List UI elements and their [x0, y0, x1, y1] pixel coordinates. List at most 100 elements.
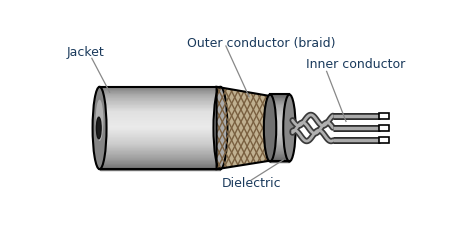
Bar	[270, 146, 290, 147]
Bar	[100, 125, 220, 126]
Bar	[100, 117, 220, 118]
Bar	[270, 138, 290, 139]
Bar	[270, 118, 290, 120]
Bar	[270, 101, 290, 102]
Ellipse shape	[96, 117, 101, 139]
Bar	[100, 155, 220, 156]
Bar	[100, 157, 220, 158]
Bar	[100, 103, 220, 104]
Ellipse shape	[213, 87, 228, 169]
Bar	[100, 106, 220, 107]
Bar	[100, 150, 220, 151]
Bar	[270, 125, 290, 126]
Bar	[270, 99, 290, 100]
Polygon shape	[217, 87, 275, 169]
Bar	[100, 122, 220, 123]
Bar	[100, 152, 220, 153]
Bar	[270, 105, 290, 106]
Ellipse shape	[92, 87, 107, 169]
Bar	[100, 102, 220, 103]
Bar	[100, 115, 220, 116]
Bar	[270, 100, 290, 101]
Bar	[270, 158, 290, 159]
Bar	[270, 102, 290, 103]
Bar	[100, 110, 220, 111]
Bar	[270, 118, 290, 119]
Bar	[100, 151, 220, 152]
Bar	[100, 99, 220, 100]
Bar	[270, 115, 290, 116]
Bar	[100, 164, 220, 165]
Bar	[100, 100, 220, 101]
Bar	[100, 97, 220, 98]
Ellipse shape	[96, 100, 103, 141]
Bar	[100, 90, 220, 91]
Bar	[100, 101, 220, 103]
Bar	[100, 107, 220, 108]
Bar	[100, 160, 220, 161]
Bar	[270, 105, 290, 106]
Bar	[100, 138, 220, 140]
Bar	[100, 133, 220, 134]
Bar	[100, 158, 220, 159]
Bar	[100, 165, 220, 166]
Bar	[100, 126, 220, 127]
Bar	[270, 149, 290, 150]
Bar	[100, 95, 220, 96]
Bar	[100, 104, 220, 105]
Bar	[100, 147, 220, 148]
Bar	[270, 124, 290, 125]
Bar	[270, 144, 290, 146]
Bar	[100, 87, 220, 88]
Bar	[100, 165, 220, 166]
Bar	[270, 98, 290, 99]
Bar	[100, 136, 220, 137]
Bar	[270, 123, 290, 124]
Bar	[270, 150, 290, 151]
Bar	[270, 142, 290, 143]
Bar	[100, 144, 220, 146]
Bar	[270, 157, 290, 158]
Bar	[100, 123, 220, 124]
Bar	[270, 104, 290, 105]
Bar	[270, 131, 290, 132]
Bar	[270, 128, 290, 129]
Bar	[100, 114, 220, 116]
Bar	[100, 154, 220, 155]
Bar	[100, 142, 220, 143]
Bar	[270, 111, 290, 112]
Bar	[100, 142, 220, 143]
Bar	[100, 88, 220, 90]
Bar	[100, 108, 220, 109]
Bar	[270, 95, 290, 96]
Bar	[270, 96, 290, 97]
Bar	[100, 118, 220, 119]
Bar	[100, 151, 220, 153]
Bar	[100, 161, 220, 162]
Bar	[100, 128, 220, 129]
Bar	[270, 144, 290, 145]
Bar	[100, 119, 220, 120]
Bar	[270, 125, 290, 126]
Bar	[100, 134, 220, 135]
Bar	[270, 148, 290, 149]
Bar	[270, 114, 290, 115]
Bar	[270, 142, 290, 143]
Bar	[100, 146, 220, 147]
Bar	[270, 160, 290, 161]
Bar	[100, 166, 220, 167]
Bar	[270, 132, 290, 133]
Bar	[270, 143, 290, 144]
Bar	[270, 147, 290, 148]
Bar	[100, 111, 220, 113]
Bar	[100, 148, 220, 149]
Bar	[270, 129, 290, 130]
Bar	[100, 88, 220, 89]
Bar	[270, 131, 290, 133]
Bar	[270, 109, 290, 110]
Bar	[270, 128, 290, 129]
Text: Outer conductor (braid): Outer conductor (braid)	[187, 37, 336, 50]
Bar	[270, 148, 290, 150]
Bar	[270, 139, 290, 140]
Bar	[270, 155, 290, 157]
